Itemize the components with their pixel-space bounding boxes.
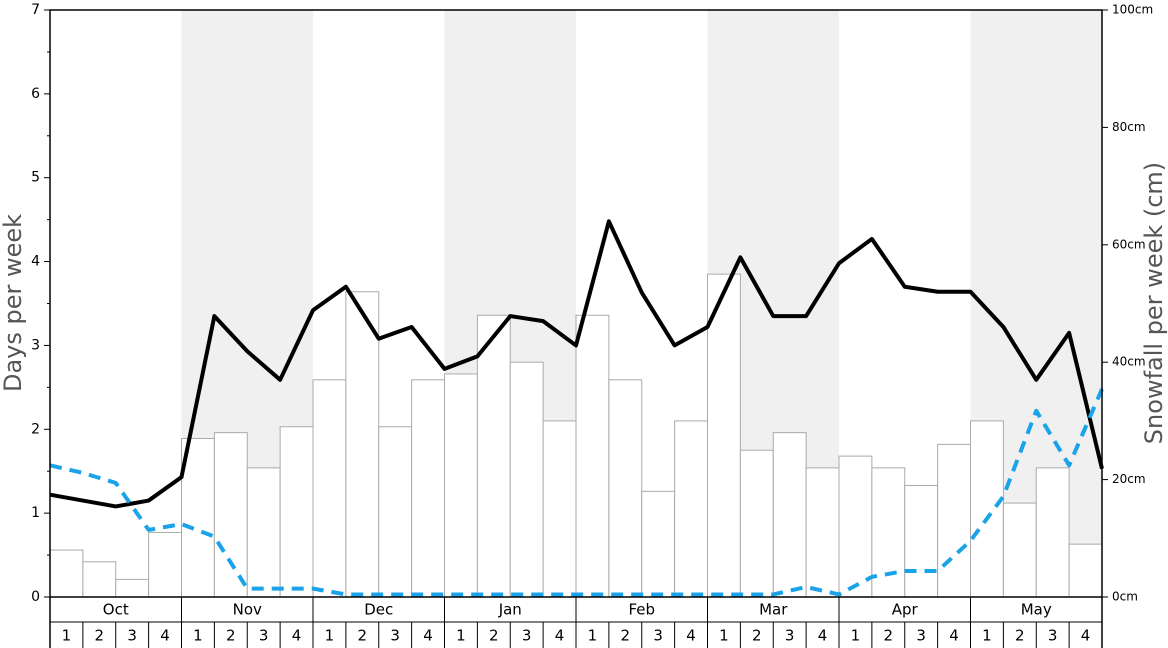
- x-tick-label: 1: [193, 627, 203, 645]
- bar: [970, 420, 1004, 598]
- bar: [1002, 502, 1037, 598]
- bar: [608, 379, 643, 598]
- y-tick-label: 1: [31, 505, 40, 521]
- x-tick-label: 3: [916, 627, 926, 645]
- x-tick-label: 3: [1048, 627, 1058, 645]
- y2-tick-label: 40cm: [1112, 355, 1146, 369]
- bar: [279, 426, 314, 598]
- month-label: Apr: [892, 601, 919, 619]
- x-tick-label: 2: [226, 627, 236, 645]
- y2-tick-label: 20cm: [1112, 472, 1146, 486]
- x-tick-label: 1: [719, 627, 729, 645]
- bar: [411, 379, 445, 598]
- bar: [148, 531, 182, 598]
- bar: [937, 443, 971, 598]
- bar: [115, 578, 150, 598]
- y2-axis-label: Snowfall per week (cm): [1140, 162, 1168, 444]
- x-tick-label: 2: [95, 627, 105, 645]
- x-tick-label: 4: [555, 627, 565, 645]
- y2-tick-label: 100cm: [1112, 3, 1153, 17]
- y2-tick-label: 60cm: [1112, 237, 1146, 251]
- x-tick-label: 2: [1015, 627, 1025, 645]
- x-tick-label: 3: [653, 627, 663, 645]
- x-tick-label: 2: [884, 627, 894, 645]
- bar: [213, 432, 248, 598]
- bar: [181, 438, 215, 598]
- bar: [476, 314, 511, 598]
- x-tick-label: 4: [292, 627, 302, 645]
- month-label: Mar: [759, 601, 788, 619]
- y-tick-label: 0: [31, 589, 40, 605]
- x-tick-label: 4: [1081, 627, 1091, 645]
- bar: [345, 291, 380, 598]
- month-label: May: [1021, 601, 1052, 619]
- x-tick-label: 1: [325, 627, 335, 645]
- month-label: Feb: [628, 601, 655, 619]
- x-tick-label: 1: [851, 627, 861, 645]
- line: [49, 219, 1104, 509]
- bar: [805, 467, 840, 598]
- x-tick-label: 3: [390, 627, 400, 645]
- y-tick-label: 6: [31, 86, 40, 102]
- y-tick-label: 2: [31, 421, 40, 437]
- bar: [444, 373, 478, 598]
- x-tick-label: 2: [358, 627, 368, 645]
- bar: [674, 420, 708, 598]
- bar: [707, 273, 741, 598]
- bar: [542, 420, 577, 598]
- x-tick-label: 3: [259, 627, 269, 645]
- bar: [509, 361, 544, 598]
- y-tick-label: 3: [31, 337, 40, 353]
- y2-tick-label: 0cm: [1112, 590, 1138, 604]
- bar: [641, 490, 676, 598]
- x-tick-label: 4: [423, 627, 433, 645]
- bar: [575, 314, 610, 598]
- bar: [82, 561, 117, 598]
- x-tick-label: 2: [489, 627, 499, 645]
- month-label: Oct: [103, 601, 129, 619]
- x-tick-label: 4: [160, 627, 170, 645]
- x-tick-label: 4: [818, 627, 828, 645]
- x-tick-label: 4: [949, 627, 959, 645]
- bar: [904, 484, 939, 598]
- month-label: Nov: [233, 601, 262, 619]
- bar: [49, 549, 84, 598]
- y-tick-label: 4: [31, 254, 40, 270]
- month-label: Dec: [364, 601, 393, 619]
- x-tick-label: 3: [785, 627, 795, 645]
- y-axis-label: Days per week: [0, 214, 27, 392]
- x-tick-label: 1: [456, 627, 466, 645]
- bar: [739, 449, 774, 598]
- bar: [838, 455, 873, 598]
- line: [49, 388, 1104, 597]
- bar: [772, 432, 807, 598]
- y2-tick-label: 80cm: [1112, 120, 1146, 134]
- x-tick-label: 2: [752, 627, 762, 645]
- y-tick-label: 5: [31, 170, 40, 186]
- bar: [246, 467, 281, 598]
- x-tick-label: 1: [982, 627, 992, 645]
- x-tick-label: 3: [522, 627, 532, 645]
- month-label: Jan: [498, 601, 522, 619]
- bar: [1035, 467, 1070, 598]
- x-tick-label: 3: [127, 627, 137, 645]
- x-tick-label: 4: [686, 627, 696, 645]
- x-tick-label: 1: [62, 627, 72, 645]
- bar: [1068, 543, 1103, 598]
- x-tick-label: 1: [588, 627, 598, 645]
- y-tick-label: 7: [31, 2, 40, 18]
- bar: [378, 426, 413, 598]
- x-tick-label: 2: [621, 627, 631, 645]
- bar: [312, 379, 347, 598]
